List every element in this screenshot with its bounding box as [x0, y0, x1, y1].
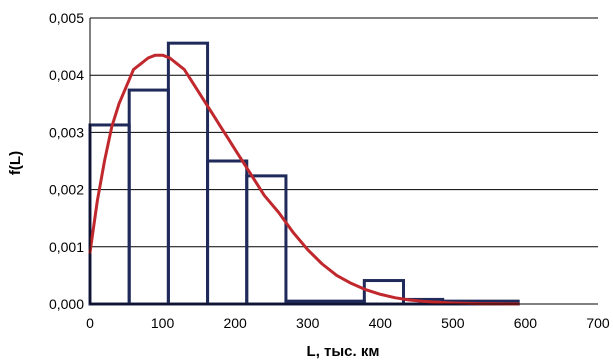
x-axis-title: L, тыс. км	[307, 343, 380, 360]
x-tick-label: 0	[86, 315, 94, 331]
y-tick-label: 0,001	[49, 239, 84, 255]
y-tick-label: 0,003	[49, 124, 84, 140]
x-tick-label: 400	[369, 315, 393, 331]
histogram-bar-4	[245, 174, 288, 306]
histogram-bar-3	[206, 159, 249, 306]
histogram-bar-2	[166, 41, 210, 306]
x-tick-label: 100	[151, 315, 175, 331]
x-tick-label: 600	[514, 315, 538, 331]
x-tick-label: 300	[296, 315, 320, 331]
y-tick-label: 0,000	[49, 296, 84, 312]
histogram-bar-1	[127, 88, 170, 306]
density-curve	[88, 53, 520, 306]
density-curve-layer	[88, 53, 520, 306]
x-tick-label: 500	[441, 315, 465, 331]
x-tick-label: 200	[223, 315, 247, 331]
y-tick-label: 0,005	[49, 10, 84, 26]
axes	[89, 18, 598, 305]
tick-labels: 0 100 200 300 400 500 600 700 0,000 0,001 0,002 0,0…	[49, 10, 610, 331]
histogram-bars	[88, 41, 520, 306]
y-tick-label: 0,002	[49, 182, 84, 198]
y-tick-label: 0,004	[49, 67, 84, 83]
y-axis-title: f(L)	[7, 151, 24, 175]
gridlines	[90, 17, 598, 248]
x-tick-label: 700	[586, 315, 610, 331]
